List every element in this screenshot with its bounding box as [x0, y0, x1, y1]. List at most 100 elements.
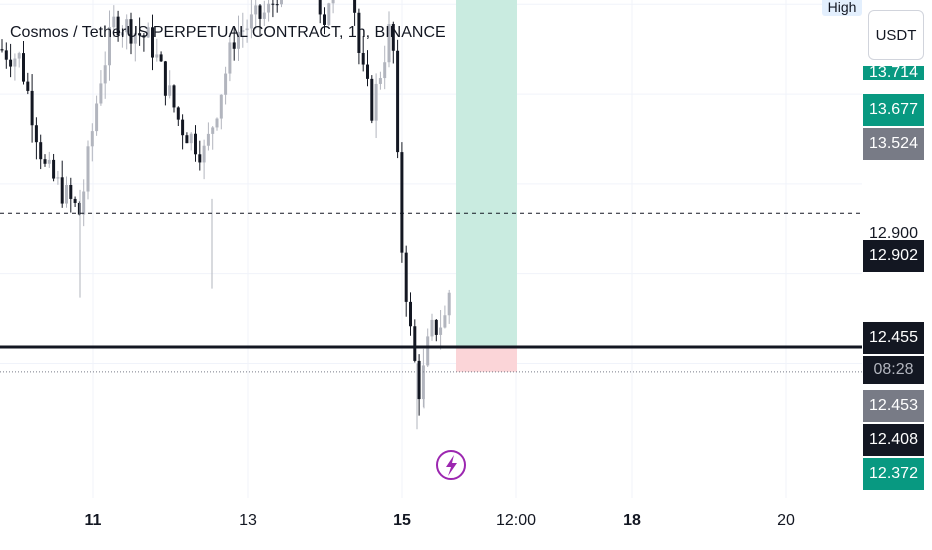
candle-body: [142, 35, 146, 38]
candle-body: [108, 27, 111, 66]
candle-body: [443, 315, 447, 328]
candle-body: [116, 16, 120, 36]
candle-body: [168, 85, 172, 96]
candle-body: [232, 42, 236, 49]
currency-button[interactable]: USDT: [868, 10, 924, 60]
time-label: 13: [239, 512, 257, 529]
time-label: 11: [84, 512, 102, 529]
candle-body: [374, 83, 378, 121]
candle-body: [404, 252, 408, 302]
price-label: 13.524: [863, 128, 924, 160]
candle-body: [95, 103, 99, 132]
candle-body: [103, 65, 107, 84]
candle-body: [409, 301, 412, 327]
candle-body: [43, 159, 47, 164]
candle-body: [400, 152, 404, 253]
candle-body: [99, 83, 103, 104]
candle-body: [69, 184, 73, 199]
candle-body: [112, 16, 116, 28]
candle-body: [323, 14, 326, 25]
candle-body: [331, 0, 335, 4]
candle-body: [318, 0, 322, 15]
candle-body: [357, 12, 361, 53]
price-label: 13.677: [863, 94, 924, 126]
candle-body: [9, 59, 13, 67]
candle-body: [198, 154, 202, 163]
price-label: 12.408: [863, 424, 924, 456]
price-label: 12.900: [863, 226, 924, 242]
candle-body: [211, 127, 215, 134]
price-label: 12.372: [863, 458, 924, 490]
candle-body: [185, 135, 189, 144]
candle-body: [327, 3, 331, 25]
candle-body: [73, 198, 77, 203]
candle-body: [13, 58, 17, 67]
candle-body: [22, 53, 25, 82]
high-tag: High: [822, 0, 862, 16]
candle-body: [430, 319, 434, 337]
candle-body: [120, 32, 124, 36]
candle-body: [417, 360, 421, 400]
stop-loss-zone: [456, 347, 517, 372]
candle-body: [77, 202, 81, 215]
price-label: 08:28: [863, 356, 924, 384]
candle-body: [90, 131, 94, 147]
candle-body: [421, 365, 425, 400]
candle-body: [56, 177, 60, 179]
candle-body: [228, 42, 232, 74]
take-profit-zone: [456, 0, 517, 347]
candle-body: [181, 119, 185, 136]
candle-body: [60, 177, 64, 204]
candle-body: [280, 0, 283, 5]
candle-body: [383, 62, 387, 79]
candle-body: [378, 78, 382, 84]
candle-body: [267, 3, 271, 13]
candle-body: [215, 118, 219, 128]
chart-title: Cosmos / TetherUS PERPETUAL CONTRACT, 1h…: [10, 24, 446, 41]
candle-body: [241, 30, 245, 32]
candle-body: [129, 19, 133, 44]
time-label: 15: [393, 512, 411, 529]
candle-body: [271, 3, 275, 5]
candle-body: [237, 31, 240, 49]
candle-body: [396, 50, 400, 153]
candle-body: [176, 107, 180, 120]
horizontal-lines[interactable]: [0, 0, 862, 373]
candle-body: [151, 27, 154, 58]
candle-body: [353, 0, 357, 13]
position-tool[interactable]: [456, 0, 517, 372]
price-label: 13.714: [863, 66, 924, 80]
candle-body: [155, 54, 159, 58]
candle-body: [387, 24, 391, 63]
time-label: 18: [623, 512, 641, 529]
candle-body: [189, 133, 193, 144]
price-label: 12.455: [863, 322, 924, 354]
candle-body: [366, 64, 369, 79]
candle-body: [447, 292, 451, 316]
candle-body: [52, 159, 56, 179]
candlestick-series: [0, 0, 451, 430]
candle-body: [224, 73, 228, 95]
candle-body: [159, 54, 163, 62]
time-label: 12:00: [495, 512, 537, 529]
candle-body: [65, 184, 68, 204]
candle-body: [146, 27, 150, 38]
candle-body: [245, 28, 249, 31]
candle-body: [4, 50, 8, 60]
candle-body: [413, 326, 417, 361]
candle-body: [391, 24, 395, 51]
candle-body: [370, 78, 374, 121]
candle-body: [39, 142, 43, 160]
candle-body: [426, 336, 430, 366]
chart-grid: [0, 0, 862, 498]
candle-body: [26, 81, 30, 91]
candle-body: [194, 133, 197, 155]
candle-body: [249, 14, 253, 29]
event-lightning-icon[interactable]: [436, 450, 466, 480]
candle-body: [163, 61, 167, 96]
candle-body: [0, 49, 4, 51]
candle-body: [202, 145, 206, 163]
candle-body: [258, 5, 262, 19]
candle-body: [133, 33, 137, 44]
